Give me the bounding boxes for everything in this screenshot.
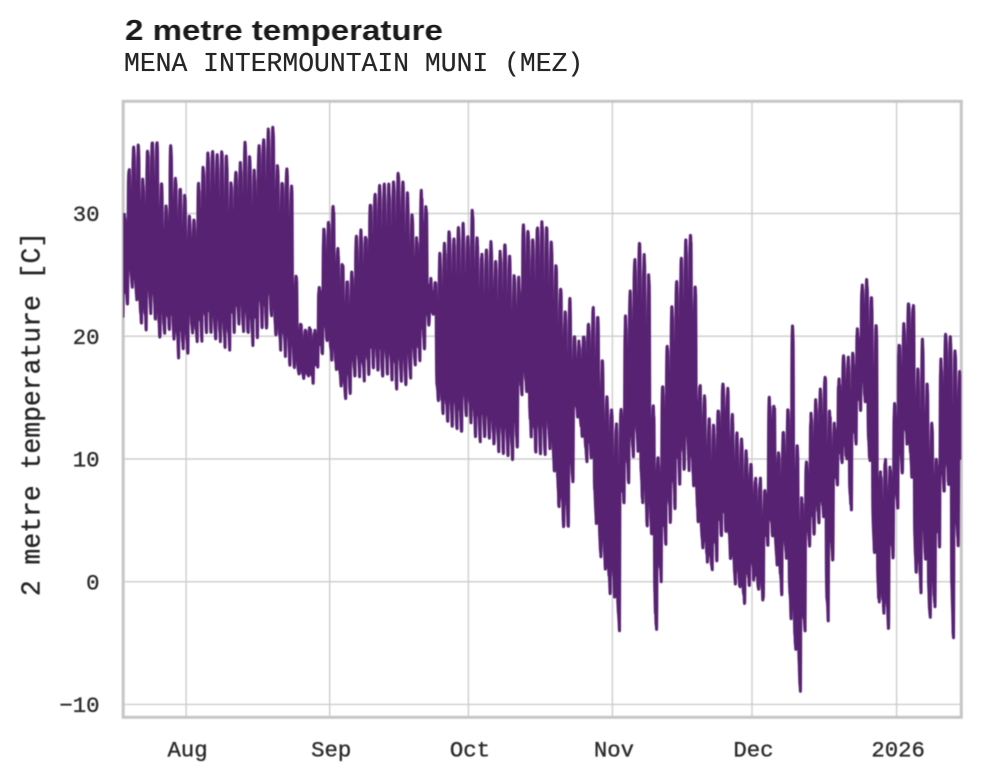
svg-text:20: 20 [73,325,100,351]
svg-text:2026: 2026 [871,737,925,763]
svg-text:10: 10 [73,448,100,474]
svg-text:0: 0 [86,570,99,596]
svg-text:Aug: Aug [168,737,208,763]
svg-text:30: 30 [73,202,100,228]
svg-text:−10: −10 [59,693,99,719]
svg-text:Nov: Nov [594,737,634,763]
svg-text:Oct: Oct [450,737,490,763]
svg-text:Dec: Dec [733,737,773,763]
svg-text:2 metre temperature [C]: 2 metre temperature [C] [18,232,48,596]
svg-text:Sep: Sep [311,737,351,763]
